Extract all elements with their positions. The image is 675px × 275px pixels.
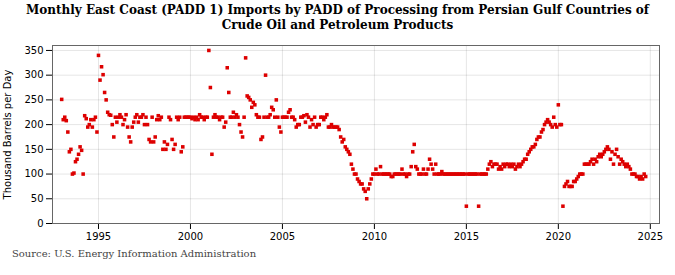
svg-text:250: 250	[24, 94, 43, 105]
svg-text:2020: 2020	[546, 231, 571, 242]
svg-text:0: 0	[37, 218, 43, 229]
html-text:Monthly East Coast (PADD 1) Im: Monthly East Coast (PADD 1) Imports by P…	[26, 3, 649, 32]
svg-text:2025: 2025	[638, 231, 663, 242]
svg-text:2015: 2015	[454, 231, 479, 242]
svg-text:1995: 1995	[86, 231, 111, 242]
svg-text:300: 300	[24, 69, 43, 80]
svg-text:100: 100	[24, 168, 43, 179]
svg-text:150: 150	[24, 144, 43, 155]
svg-text:2005: 2005	[270, 231, 295, 242]
svg-text:2000: 2000	[178, 231, 203, 242]
svg-text:200: 200	[24, 119, 43, 130]
svg-text:350: 350	[24, 45, 43, 56]
html-text:Source: U.S. Energy Informatio: Source: U.S. Energy Information Administ…	[12, 248, 257, 259]
svg-text:2010: 2010	[362, 231, 387, 242]
svg-text:Thousand Barrels per Day: Thousand Barrels per Day	[2, 70, 13, 201]
svg-text:50: 50	[31, 193, 44, 204]
